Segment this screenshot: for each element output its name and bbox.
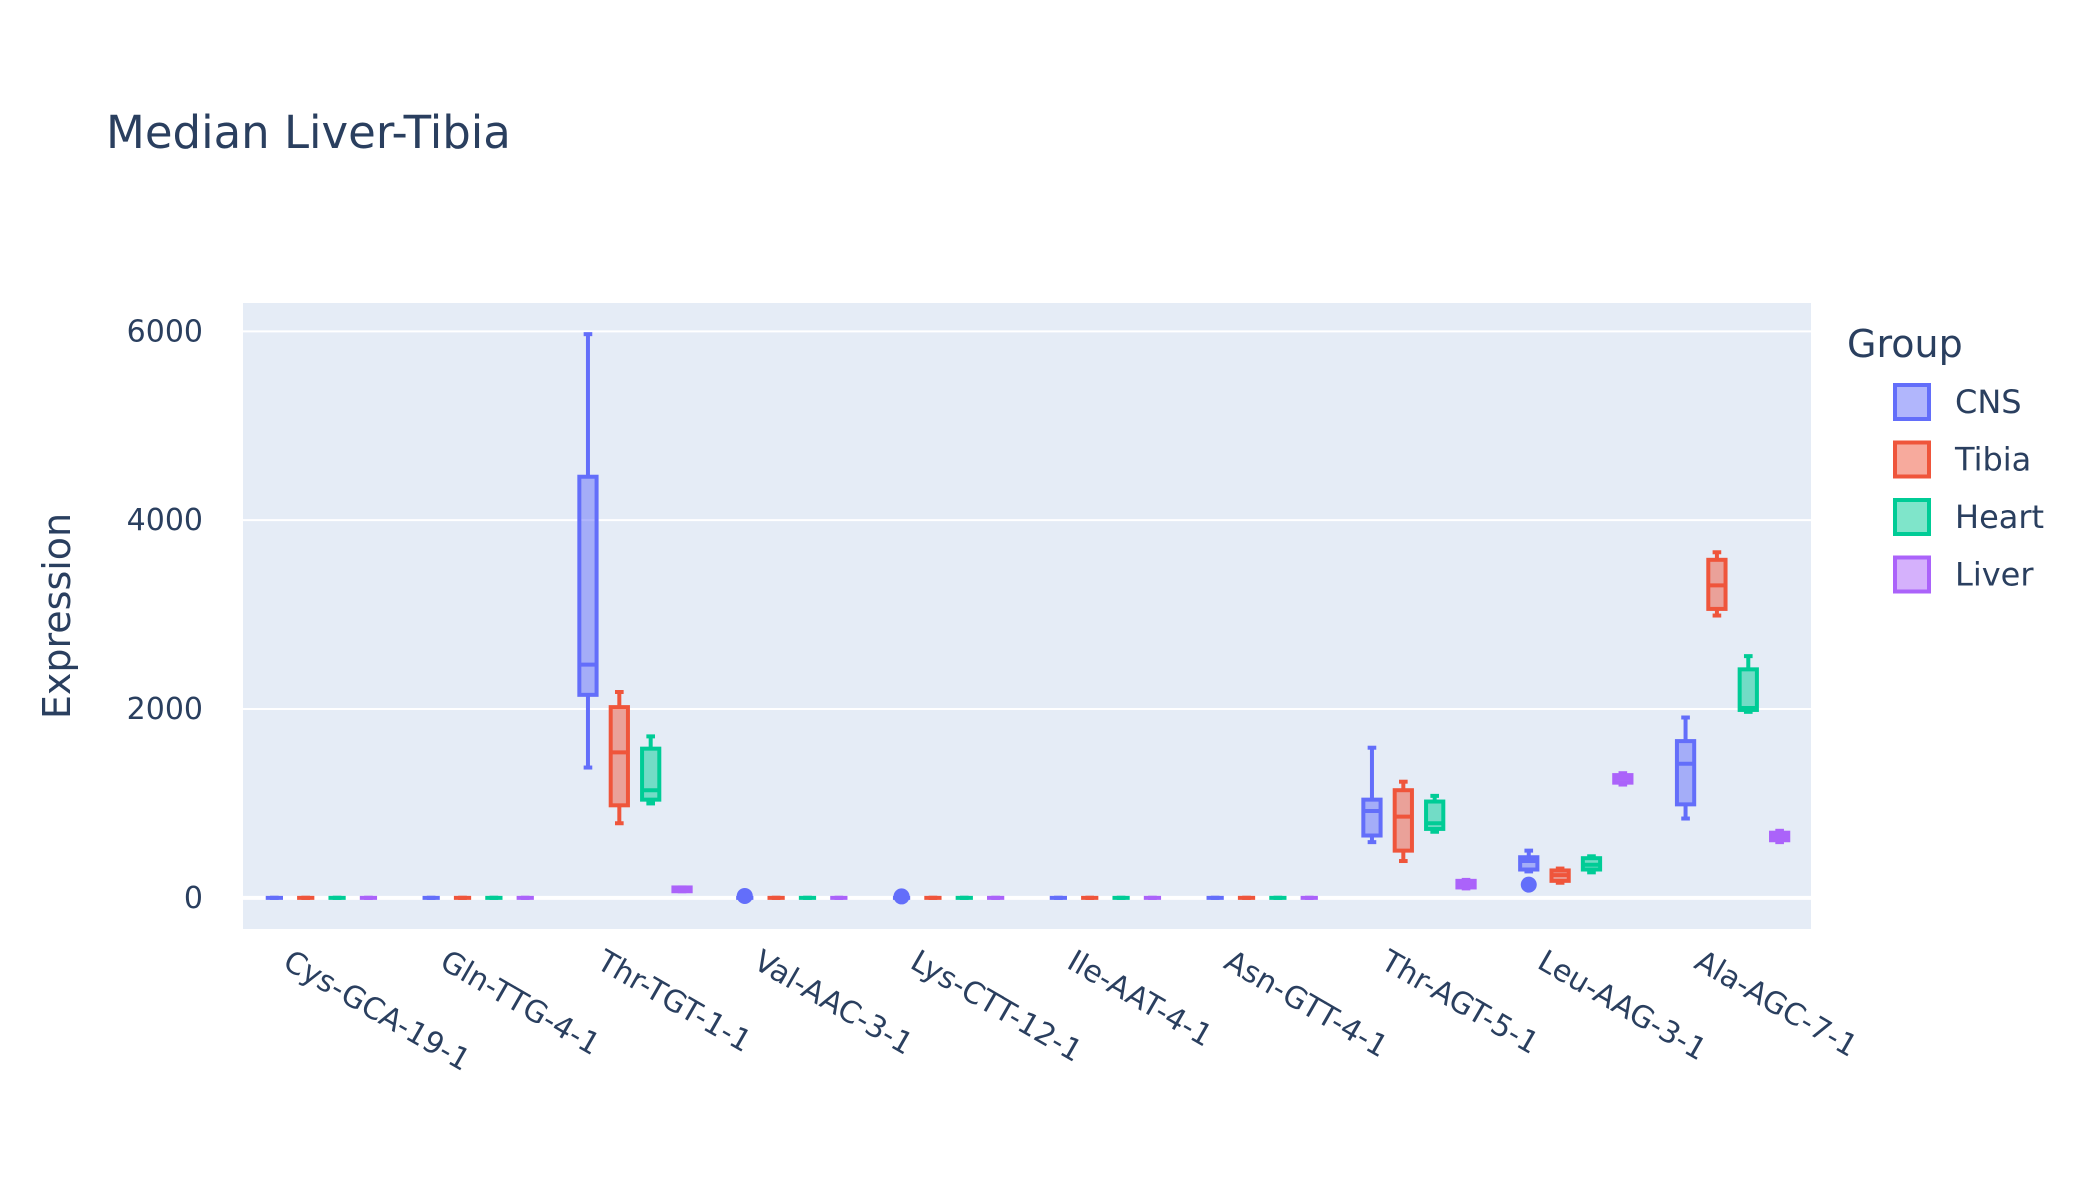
series-tibia bbox=[297, 550, 1728, 900]
box bbox=[1392, 788, 1414, 853]
plot-area bbox=[243, 303, 1811, 929]
legend-label: CNS bbox=[1955, 383, 2022, 421]
series-heart bbox=[328, 654, 1759, 900]
chart-title: Median Liver-Tibia bbox=[106, 106, 511, 159]
legend-swatch bbox=[1893, 440, 1931, 479]
y-tick-label: 4000 bbox=[127, 503, 203, 538]
x-tick-label: Leu-AAG-3-1 bbox=[1532, 944, 1713, 1068]
box-series bbox=[265, 332, 1791, 905]
legend-label: Tibia bbox=[1954, 441, 2031, 479]
legend-swatch bbox=[1893, 498, 1931, 536]
box bbox=[1674, 739, 1697, 807]
outlier-point bbox=[736, 887, 753, 904]
y-axis-ticks: 0 2000 4000 6000 bbox=[127, 314, 203, 916]
series-cns bbox=[265, 332, 1697, 905]
x-tick-label: Val-AAC-3-1 bbox=[748, 944, 919, 1063]
y-tick-label: 6000 bbox=[127, 314, 203, 349]
gridlines bbox=[243, 330, 1811, 900]
legend: Group CNS Tibia Heart Liver bbox=[1847, 322, 2044, 594]
box bbox=[577, 474, 599, 697]
series-liver bbox=[359, 771, 1791, 900]
box bbox=[608, 705, 630, 808]
legend-swatch bbox=[1893, 383, 1931, 421]
legend-swatch bbox=[1893, 555, 1931, 594]
box bbox=[1361, 797, 1383, 838]
x-tick-label: Thr-AGT-5-1 bbox=[1374, 943, 1544, 1062]
legend-title: Group bbox=[1847, 322, 1963, 366]
box bbox=[640, 746, 662, 802]
y-tick-label: 2000 bbox=[127, 692, 203, 727]
legend-label: Liver bbox=[1955, 556, 2034, 594]
legend-items: CNS Tibia Heart Liver bbox=[1893, 383, 2044, 594]
y-tick-label: 0 bbox=[184, 881, 203, 916]
y-axis-label: Expression bbox=[35, 513, 79, 719]
box bbox=[1737, 667, 1759, 712]
x-tick-label: Lys-CTT-12-1 bbox=[905, 944, 1088, 1070]
x-tick-label: Ala-AGC-7-1 bbox=[1689, 944, 1864, 1065]
outlier-point bbox=[893, 888, 910, 905]
x-axis-ticks: Cys-GCA-19-1Gln-TTG-4-1Thr-TGT-1-1Val-AA… bbox=[277, 943, 1863, 1078]
x-tick-label: Thr-TGT-1-1 bbox=[590, 943, 757, 1060]
outlier-point bbox=[1520, 876, 1537, 893]
legend-label: Heart bbox=[1955, 498, 2044, 536]
x-tick-label: Asn-GTT-4-1 bbox=[1218, 944, 1394, 1066]
